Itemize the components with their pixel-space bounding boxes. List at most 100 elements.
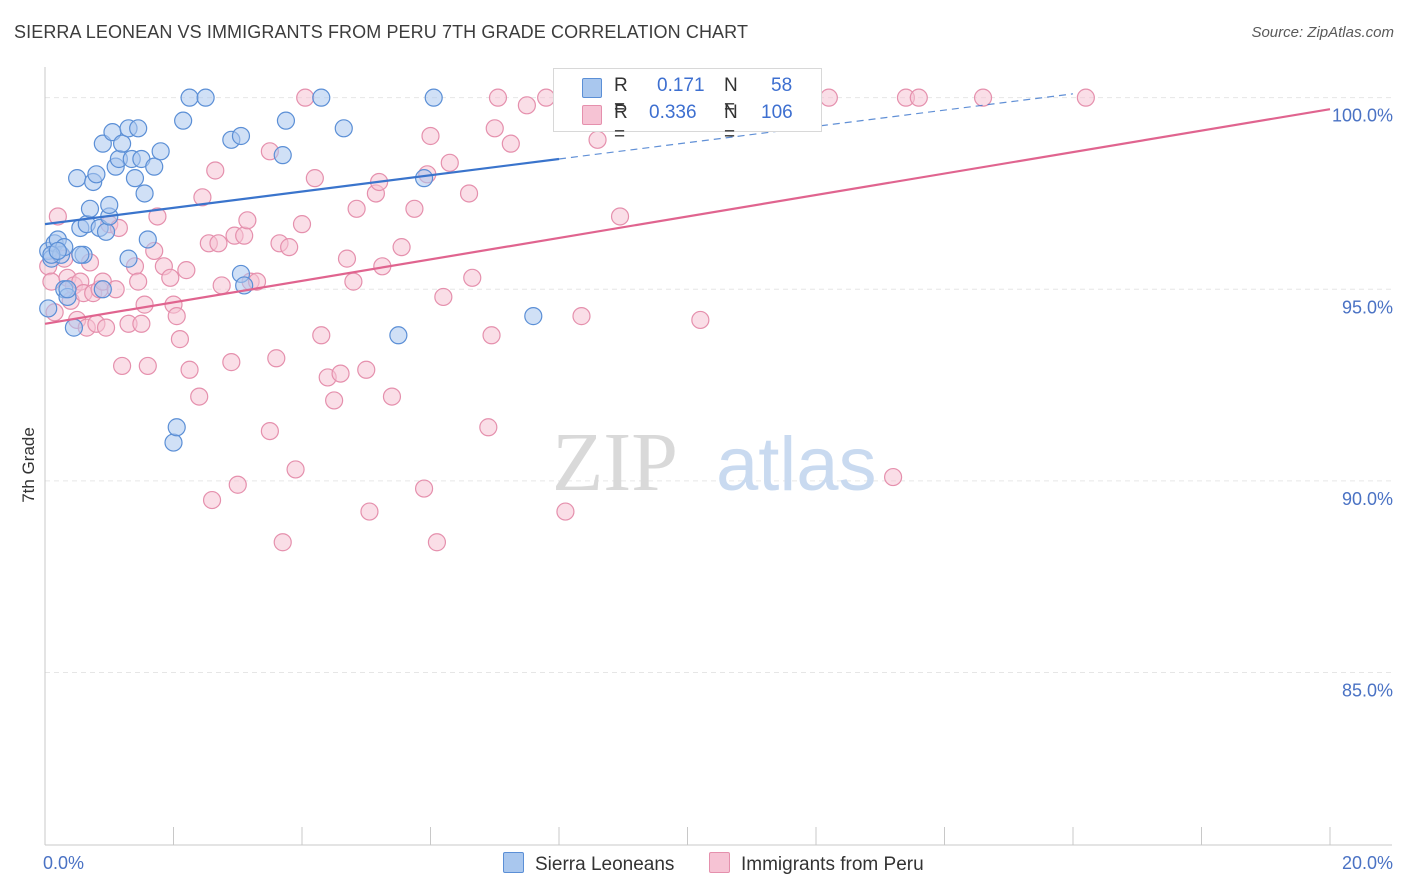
data-point — [180, 360, 199, 379]
y-axis-label: 7th Grade — [19, 427, 38, 503]
legend-r-value: 0.171 — [657, 75, 705, 96]
data-point — [151, 142, 170, 161]
data-point — [337, 249, 357, 268]
data-point — [459, 184, 479, 203]
data-point — [331, 364, 350, 383]
data-point — [691, 310, 710, 330]
data-point — [135, 295, 154, 314]
data-point — [209, 234, 228, 253]
data-point — [71, 245, 90, 264]
legend-r-label: R = — [614, 102, 628, 145]
source-label: Source: ZipAtlas.com — [1251, 24, 1394, 41]
data-point — [360, 502, 379, 521]
data-point — [482, 326, 501, 345]
data-point — [405, 199, 424, 218]
data-point — [296, 88, 315, 107]
data-point — [292, 215, 312, 234]
data-point — [273, 533, 292, 552]
data-point — [125, 169, 145, 188]
data-point — [231, 126, 251, 146]
data-point — [112, 134, 132, 153]
data-point — [58, 280, 77, 299]
data-point — [68, 169, 87, 188]
data-point — [119, 249, 138, 268]
data-point — [276, 111, 296, 130]
x-tick-labels: 0.0% 20.0% — [43, 853, 1393, 873]
data-point — [556, 502, 575, 521]
bottom-legend-sierra-leoneans: Sierra Leoneans — [503, 852, 674, 876]
data-point — [286, 460, 305, 479]
legend-r-label: R = — [614, 75, 628, 118]
data-point — [273, 146, 292, 165]
data-point — [129, 119, 148, 138]
data-point — [421, 126, 440, 146]
data-point — [39, 299, 58, 318]
data-point — [238, 211, 257, 230]
data-point — [610, 207, 630, 226]
data-point — [196, 88, 215, 107]
trend-line-sierra-leoneans-extrapolated — [558, 93, 1074, 160]
data-point — [440, 153, 459, 172]
data-point — [260, 421, 279, 441]
data-point — [347, 199, 366, 218]
data-point — [1076, 88, 1095, 107]
data-point — [588, 130, 607, 149]
data-point — [325, 391, 344, 410]
y-tick-label: 100.0% — [1332, 106, 1393, 126]
data-point — [180, 88, 199, 107]
data-point — [524, 307, 543, 326]
data-point — [382, 387, 402, 406]
trend-lines — [44, 93, 1331, 325]
data-point — [235, 226, 254, 245]
data-point — [883, 467, 903, 487]
data-point — [145, 157, 164, 176]
data-point — [135, 184, 154, 203]
data-point — [501, 134, 520, 153]
bottom-legend-swatch-pink — [709, 852, 730, 873]
data-point — [161, 268, 180, 287]
legend-r-value: 0.336 — [649, 102, 697, 123]
data-point — [64, 318, 84, 337]
bottom-legend-swatch-blue — [503, 852, 524, 873]
data-point — [167, 418, 186, 437]
data-point — [132, 314, 151, 333]
data-point — [463, 268, 482, 287]
data-point — [170, 330, 190, 349]
data-point — [485, 119, 504, 138]
data-point — [488, 88, 508, 107]
legend-swatch-pink — [582, 105, 602, 125]
data-point — [138, 356, 157, 376]
data-point — [819, 88, 838, 107]
bottom-legend-immigrants-from-peru: Immigrants from Peru — [709, 852, 924, 876]
watermark-atlas: atlas — [716, 422, 877, 507]
data-point — [177, 261, 196, 280]
data-point — [389, 326, 408, 345]
data-point — [202, 490, 222, 510]
data-point — [100, 195, 119, 215]
data-point — [357, 360, 376, 379]
data-point — [80, 199, 100, 218]
series-sierra-leoneans-points — [39, 88, 543, 452]
legend-n-label: N = — [724, 75, 738, 118]
data-point — [164, 433, 183, 452]
y-tick-label: 95.0% — [1342, 297, 1393, 317]
correlation-legend: R = 0.171 N = 58 R = 0.336 N = 106 — [553, 68, 822, 145]
x-tick-label: 20.0% — [1342, 853, 1393, 873]
data-point — [305, 169, 324, 188]
data-point — [479, 418, 498, 437]
watermark-zip: ZIP — [552, 416, 678, 509]
data-point — [228, 475, 247, 494]
data-point — [167, 307, 186, 326]
data-point — [48, 241, 67, 261]
data-point — [334, 119, 353, 138]
data-point — [93, 280, 112, 299]
data-point — [267, 349, 286, 368]
data-point — [572, 307, 591, 326]
data-point — [138, 230, 157, 249]
axes — [44, 67, 1392, 846]
legend-swatch-blue — [582, 78, 602, 98]
data-point — [87, 165, 106, 184]
data-point — [112, 356, 132, 376]
watermark: ZIP atlas — [552, 416, 877, 509]
data-point — [190, 387, 209, 406]
